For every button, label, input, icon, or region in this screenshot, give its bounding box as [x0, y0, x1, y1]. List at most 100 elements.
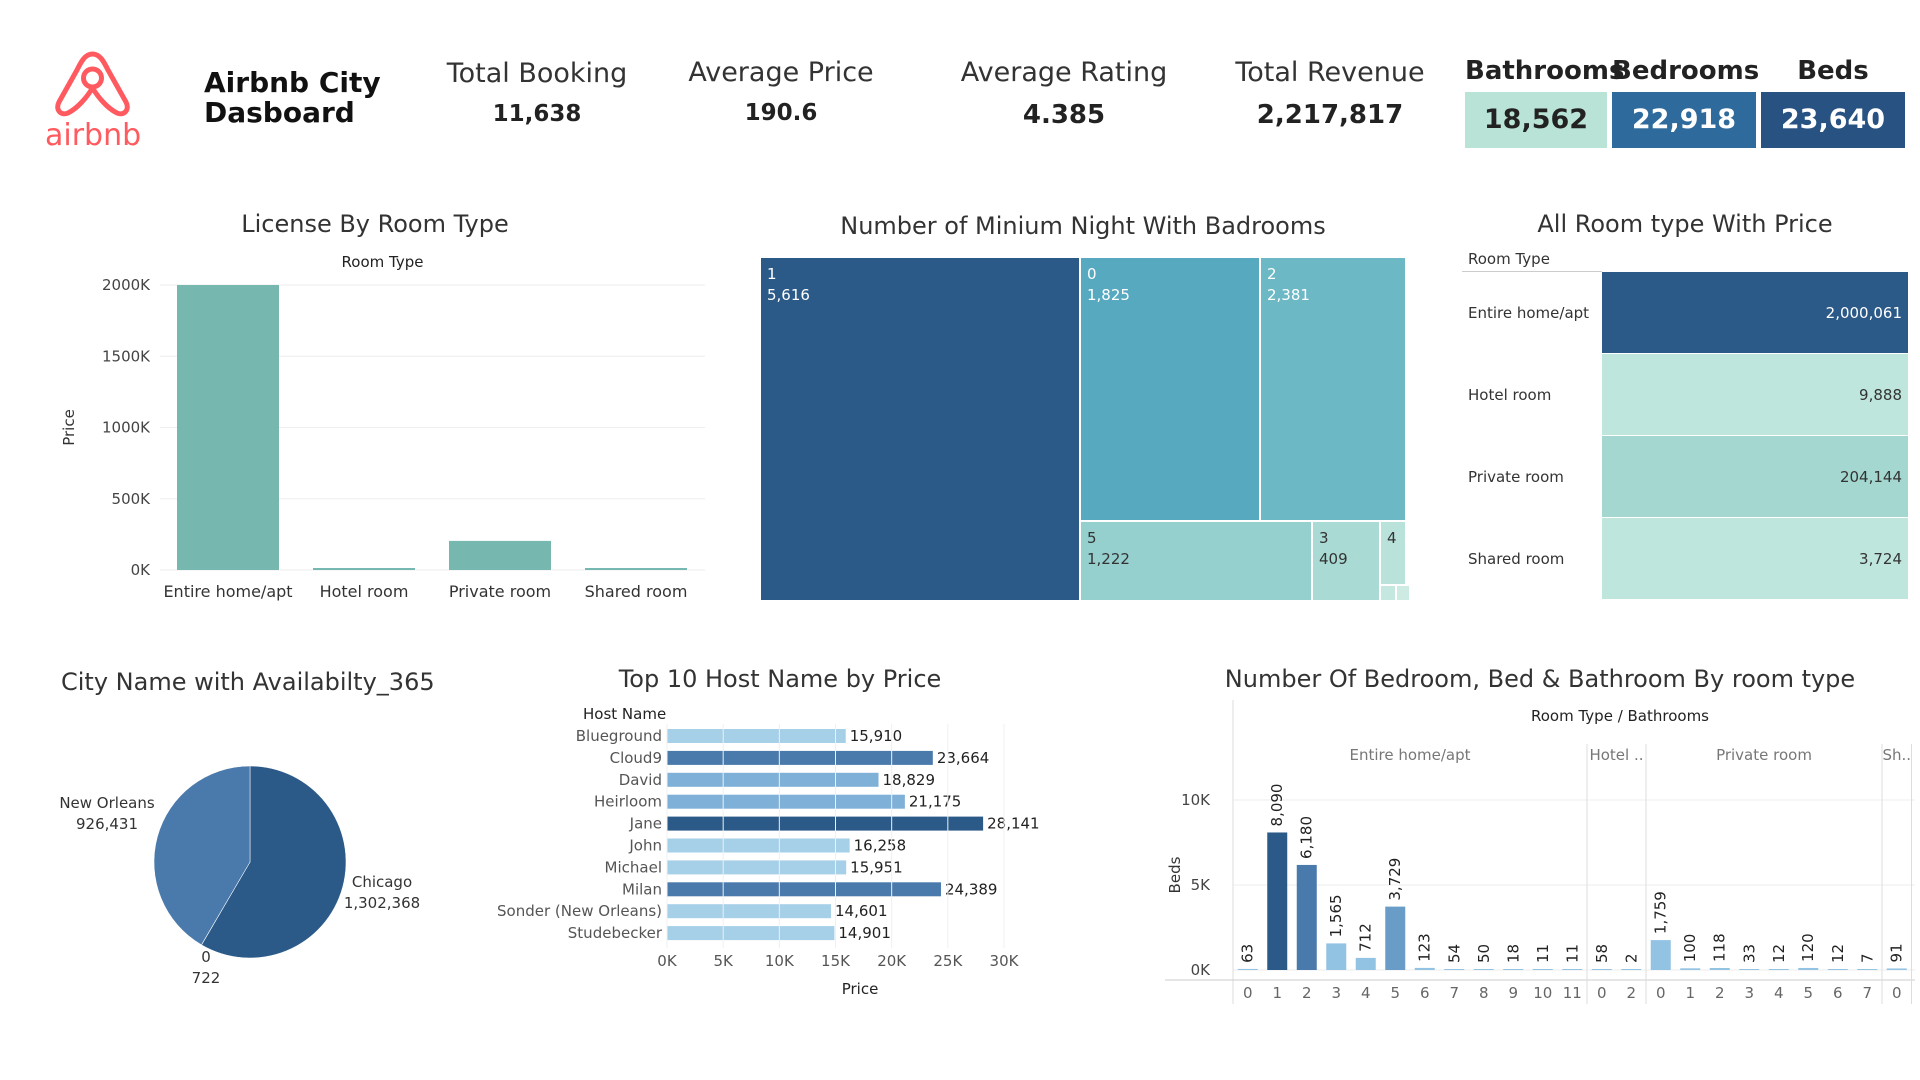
treemap-cell-label: 4: [1387, 529, 1397, 547]
kpi-value: 4.385: [1022, 100, 1106, 130]
x-tick-label: 5K: [713, 952, 734, 970]
y-tick-label: 1000K: [102, 419, 151, 437]
bar: [1709, 967, 1730, 970]
y-tick-label: Cloud9: [610, 749, 662, 767]
y-tick-label: Blueground: [576, 727, 662, 745]
bar: [1827, 969, 1848, 970]
treemap-cell-value: 2,381: [1267, 286, 1310, 304]
pie-chart: Chicago 1,302,368 0 722 New Orleans 926,431: [59, 765, 420, 987]
bar: [1532, 969, 1553, 970]
treemap-cell[interactable]: 5 1,222: [1080, 521, 1312, 601]
beds-chart-title: Number Of Bedroom, Bed & Bathroom By roo…: [1224, 665, 1856, 693]
row-value: 2,000,061: [1825, 304, 1902, 322]
bar: [667, 816, 984, 831]
kpi-total-revenue: Total Revenue 2,217,817: [1215, 57, 1445, 130]
beds-bar-chart: Room Type / Bathrooms 0K 5K 10K Beds Entire h…: [1165, 700, 1915, 1004]
data-label: 16,258: [854, 837, 907, 855]
x-axis-label: Price: [842, 980, 879, 998]
treemap-cell-label: 1: [767, 265, 777, 283]
box-bedrooms: Bedrooms 22,918: [1612, 56, 1760, 148]
treemap-cell-label: 2: [1267, 265, 1277, 283]
bar: [313, 568, 415, 570]
treemap-cell[interactable]: 3 409: [1312, 521, 1380, 601]
bar: [1886, 968, 1907, 970]
data-label: 28,141: [987, 815, 1039, 833]
bar: [1385, 906, 1406, 970]
data-label: 14,601: [835, 902, 888, 920]
treemap-cell[interactable]: 4: [1380, 521, 1406, 585]
data-label: 12: [1829, 944, 1847, 963]
row-cell: 2,000,061: [1602, 272, 1908, 354]
bar: [1355, 957, 1376, 970]
kpi-label: Total Booking: [446, 58, 628, 89]
chart-subtitle: Room Type: [342, 253, 424, 271]
pie-label-value: 926,431: [76, 815, 138, 833]
data-label: 6,180: [1298, 816, 1316, 859]
kpi-value: 2,217,817: [1256, 100, 1404, 130]
data-label: 8,090: [1268, 784, 1286, 827]
data-label: 58: [1593, 944, 1611, 963]
bar: [667, 904, 832, 919]
bar: [1621, 969, 1642, 970]
x-tick-label: 15K: [821, 952, 851, 970]
box-label: Bedrooms: [1612, 56, 1760, 86]
data-label: 1,565: [1327, 894, 1345, 937]
box-beds: Beds 23,640: [1761, 56, 1905, 148]
box-value: 22,918: [1612, 92, 1756, 148]
treemap-cell-value: 409: [1319, 550, 1348, 568]
treemap-cell-value: 1,222: [1087, 550, 1130, 568]
table-row[interactable]: Shared room 3,724: [1462, 518, 1908, 600]
bar: [667, 729, 846, 743]
treemap-cell-small[interactable]: [1380, 585, 1396, 601]
row-cell: 9,888: [1602, 354, 1908, 436]
data-label: 15,951: [850, 858, 903, 876]
x-tick-label: 3: [1744, 984, 1754, 1002]
bar: [1857, 969, 1878, 970]
bar: [1680, 968, 1701, 970]
treemap-cell-label: 3: [1319, 529, 1329, 547]
data-label: 63: [1239, 944, 1257, 963]
treemap-cell-label: 5: [1087, 529, 1097, 547]
treemap-cell[interactable]: 0 1,825: [1080, 257, 1260, 521]
x-tick-label: 11: [1563, 984, 1582, 1002]
bar: [667, 772, 879, 787]
y-tick-label: 1500K: [102, 347, 151, 365]
data-label: 18,829: [883, 771, 936, 789]
x-tick-label: 25K: [933, 952, 963, 970]
table-row[interactable]: Private room 204,144: [1462, 436, 1908, 518]
bar: [667, 860, 847, 875]
pie-slice: [201, 765, 347, 959]
x-tick-label: 0: [1656, 984, 1666, 1002]
x-tick-label: Private room: [449, 582, 551, 601]
row-value: 204,144: [1839, 468, 1902, 486]
data-label: 1,759: [1652, 891, 1670, 934]
row-cell: 3,724: [1602, 518, 1908, 600]
treemap-chart-title: Number of Minium Night With Badrooms: [840, 212, 1326, 240]
table-row[interactable]: Hotel room 9,888: [1462, 354, 1908, 436]
treemap-cell[interactable]: 2 2,381: [1260, 257, 1406, 521]
group-label: Hotel ..: [1589, 746, 1643, 764]
y-tick-label: 0K: [131, 561, 152, 579]
treemap-cell-value: 5,616: [767, 286, 810, 304]
x-tick-label: 6: [1420, 984, 1430, 1002]
kpi-value: 190.6: [744, 100, 818, 126]
treemap-cell[interactable]: 1 5,616: [760, 257, 1080, 601]
table-row[interactable]: Entire home/apt 2,000,061: [1462, 272, 1908, 354]
pie-label-name: 0: [201, 948, 211, 966]
x-tick-label: Hotel room: [320, 582, 409, 601]
bar: [1267, 832, 1288, 970]
x-tick-label: 0: [1243, 984, 1253, 1002]
x-tick-label: 1: [1272, 984, 1282, 1002]
y-tick-label: Studebecker: [568, 924, 663, 942]
bar: [1414, 967, 1435, 970]
treemap-cell-small[interactable]: [1396, 585, 1410, 601]
bar: [667, 794, 905, 809]
row-label: Private room: [1468, 468, 1564, 486]
bar: [1562, 969, 1583, 970]
y-axis-label: Beds: [1166, 856, 1184, 893]
data-label: 91: [1888, 943, 1906, 962]
data-label: 118: [1711, 933, 1729, 962]
data-label: 2: [1622, 953, 1640, 963]
kpi-label: Average Price: [688, 57, 874, 88]
license-bar-chart: Room Type 0K 500K 1000K 1500K 2000K Price Entir…: [60, 253, 705, 601]
